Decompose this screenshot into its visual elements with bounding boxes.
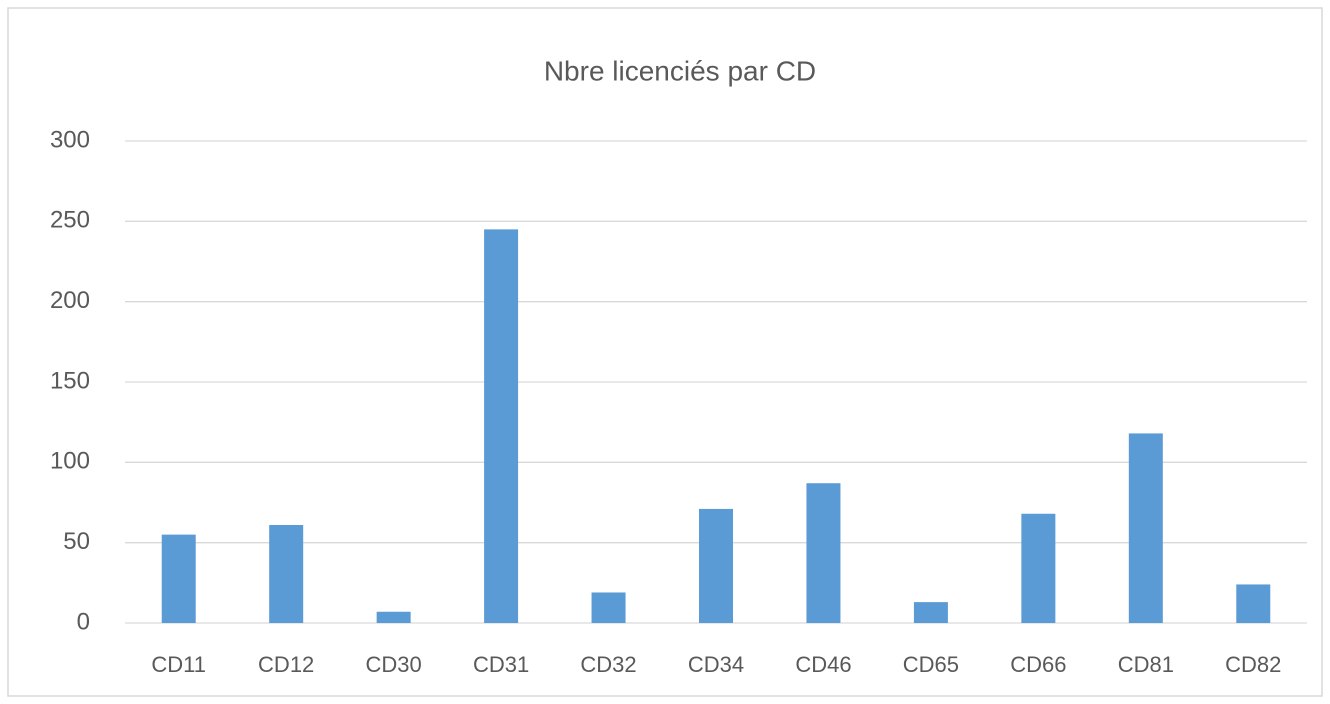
bar: [161, 534, 196, 623]
chart-border: [7, 7, 1323, 697]
x-tick-label: CD66: [1010, 652, 1066, 677]
x-tick-label: CD81: [1118, 652, 1174, 677]
x-tick-label: CD30: [366, 652, 422, 677]
y-tick-label: 100: [50, 448, 90, 475]
y-tick-label: 50: [63, 528, 90, 555]
bar: [1021, 513, 1056, 623]
bar: [484, 229, 519, 623]
y-tick-label: 150: [50, 367, 90, 394]
y-tick-label: 200: [50, 287, 90, 314]
bar: [699, 508, 733, 623]
bar: [1236, 584, 1271, 623]
x-tick-label: CD46: [795, 652, 851, 677]
y-tick-label: 300: [50, 126, 90, 153]
x-tick-label: CD32: [580, 652, 636, 677]
x-tick-label: CD11: [151, 652, 206, 677]
y-tick-label: 250: [50, 207, 90, 234]
x-tick-label: CD12: [258, 652, 314, 677]
bar: [376, 611, 411, 623]
y-tick-label: 0: [77, 608, 90, 635]
bar: [591, 592, 626, 623]
x-tick-label: CD34: [688, 652, 744, 677]
x-tick-label: CD82: [1225, 652, 1281, 677]
bar: [1128, 433, 1163, 623]
bar: [913, 602, 948, 623]
bar: [269, 524, 304, 623]
x-tick-label: CD31: [473, 652, 529, 677]
chart-title: Nbre licenciés par CD: [544, 55, 816, 86]
x-tick-label: CD65: [903, 652, 959, 677]
bar: [806, 483, 841, 623]
